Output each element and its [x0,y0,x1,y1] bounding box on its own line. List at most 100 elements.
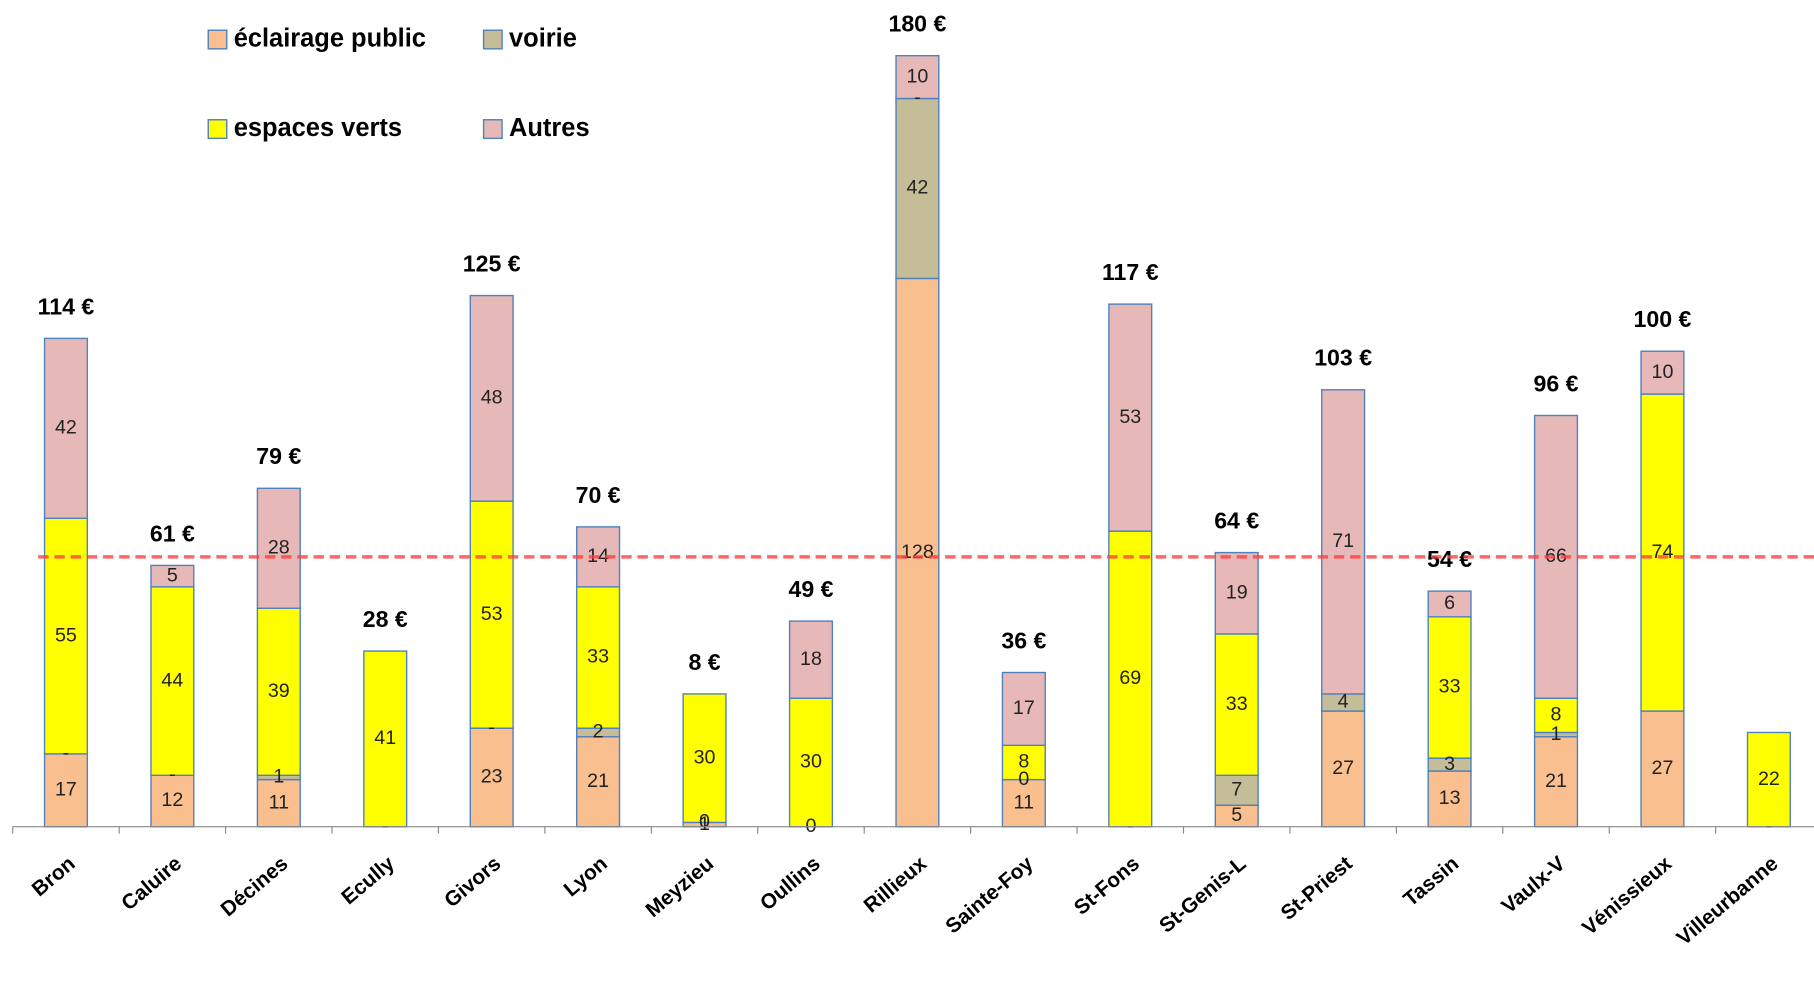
bar-segment [788,620,834,699]
value-label: 8 [1551,704,1562,726]
bar-segment [1427,590,1472,618]
x-tick-label: Vaulx-V [1497,852,1569,918]
value-label: 11 [269,791,289,813]
total-label: 36 € [1001,627,1046,653]
value-label: - [1766,815,1773,837]
legend-label: espaces verts [234,114,402,142]
bar-segment [43,337,89,519]
value-label: 6 [1444,592,1455,614]
value-label: 0 [699,811,710,833]
bar-segment [150,586,195,777]
x-tick-label: St-Genis-L [1155,852,1251,938]
total-label: 96 € [1534,370,1579,396]
bar-segment [1214,633,1259,777]
total-label: 64 € [1214,507,1259,533]
legend-swatch [482,29,503,50]
value-label: 1 [273,766,284,788]
total-label: 8 € [688,649,720,675]
value-label: 48 [481,387,503,409]
total-label: 61 € [150,520,195,546]
legend-swatch [207,29,228,50]
bar-segment [150,564,195,588]
value-label: 30 [694,746,716,768]
total-label: 117 € [1102,259,1159,285]
value-label: - [914,87,921,109]
value-label: 30 [800,751,822,773]
value-label: 21 [587,770,609,792]
value-label: 27 [1652,757,1674,779]
value-label: - [1127,815,1134,837]
value-label: 42 [55,417,77,439]
x-tick-label: Caluire [117,852,186,915]
x-tick-label: Lyon [560,852,612,901]
value-label: 53 [1119,406,1141,428]
x-tick-label: Sainte-Foy [941,852,1038,939]
legend-swatch [482,119,503,140]
value-label: - [382,815,389,837]
total-label: 54 € [1427,546,1472,572]
value-label: 10 [906,65,928,87]
bar-segment [1746,731,1791,828]
total-label: 114 € [38,293,95,319]
bar-segment [1640,393,1685,712]
value-label: 0 [1018,768,1029,790]
value-label: 5 [1231,804,1242,826]
x-tick-label: St-Fons [1070,852,1144,920]
value-label: - [63,742,70,764]
x-tick-label: Bron [28,852,80,901]
bar-segment [43,753,89,828]
x-tick-label: Meyzieu [641,852,718,922]
legend-label: voirie [509,24,577,52]
x-tick-label: Givors [440,852,505,912]
value-label: - [169,763,176,785]
bar-segment [1001,744,1046,781]
bar-segment [1533,697,1579,734]
value-label: 2 [593,721,604,743]
bar-segment [1214,551,1259,635]
bar-segment [1108,303,1153,532]
total-label: 125 € [463,250,521,276]
value-label: 17 [55,778,77,800]
bar-segment [1001,671,1046,747]
value-label: 11 [1014,791,1034,813]
value-label: 0 [806,815,817,837]
value-label: 7 [1231,778,1242,800]
x-tick-label: St-Priest [1277,852,1357,925]
value-label: 8 [1018,751,1029,773]
value-label: 17 [1013,697,1035,719]
value-label: 23 [481,766,503,788]
legend-label: Autres [509,114,590,142]
value-label: 1 [1551,723,1562,745]
x-tick-label: Tassin [1399,852,1463,911]
value-label: 66 [1545,545,1567,567]
x-tick-label: Oullins [756,852,825,915]
value-label: 10 [1652,361,1674,383]
value-label: 21 [1545,770,1567,792]
value-label: 19 [1226,581,1248,603]
bar-segment [1640,710,1685,828]
total-label: 100 € [1634,306,1692,332]
bar-segment [576,736,621,828]
value-label: 33 [1439,676,1461,698]
total-label: 28 € [363,606,408,632]
total-label: 180 € [888,11,946,37]
x-tick-label: Vénissieux [1578,852,1676,940]
bar-segment [1321,389,1366,695]
value-label: 12 [161,789,183,811]
value-label: 33 [587,646,609,668]
bar-segment [788,697,834,828]
x-tick-label: Villeurbanne [1672,852,1782,950]
bar-segment [1427,616,1472,759]
value-label: 44 [161,669,183,691]
value-label: 3 [1444,753,1455,775]
value-label: 33 [1226,693,1248,715]
bar-segment [469,500,514,729]
x-tick-label: Ecully [337,852,399,910]
value-label: 22 [1758,768,1780,790]
bar-segment [1108,530,1153,828]
total-label: 79 € [256,443,301,469]
bar-segment [682,693,727,824]
legend-label: éclairage public [234,24,426,52]
